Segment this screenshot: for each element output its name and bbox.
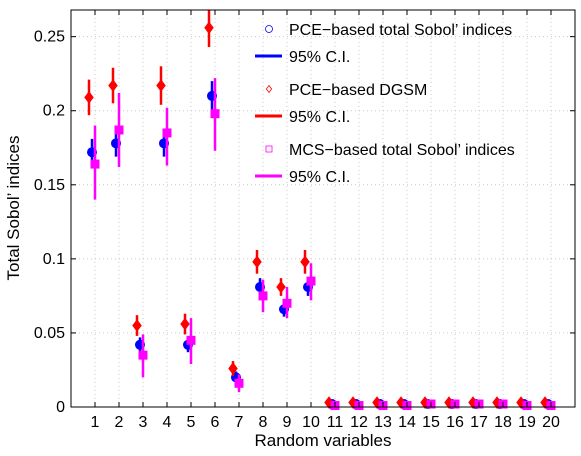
data-point bbox=[90, 159, 100, 169]
x-tick-label: 2 bbox=[115, 414, 124, 431]
legend-label: MCS−based total Sobol’ indices bbox=[289, 142, 515, 159]
x-tick-label: 14 bbox=[398, 414, 416, 431]
data-point bbox=[162, 128, 172, 138]
x-tick-label: 6 bbox=[211, 414, 220, 431]
data-point bbox=[186, 335, 196, 345]
x-tick-label: 4 bbox=[163, 414, 172, 431]
x-tick-label: 19 bbox=[518, 414, 536, 431]
legend: PCE−based total Sobol’ indices 95% C.I. PC… bbox=[255, 22, 515, 186]
axis-ticks: 1 2 3 4 5 6 7 8 9 10 11 12 13 14 15 16 17 18 19 2000.050.10… bbox=[34, 10, 575, 431]
x-tick-label: 9 bbox=[283, 414, 292, 431]
x-tick-label: 3 bbox=[139, 414, 148, 431]
x-tick-label: 5 bbox=[187, 414, 196, 431]
x-tick-label: 15 bbox=[422, 414, 440, 431]
y-tick-label: 0.05 bbox=[34, 325, 65, 342]
y-tick-label: 0.15 bbox=[34, 177, 65, 194]
x-tick-label: 12 bbox=[350, 414, 368, 431]
x-tick-label: 7 bbox=[235, 414, 244, 431]
data-point bbox=[252, 255, 262, 269]
data-point bbox=[210, 109, 220, 119]
plot-frame bbox=[70, 9, 576, 408]
x-tick-label: 1 bbox=[91, 414, 100, 431]
x-tick-label: 13 bbox=[374, 414, 392, 431]
data-point bbox=[84, 91, 94, 104]
legend-marker bbox=[265, 25, 273, 33]
y-tick-label: 0.1 bbox=[43, 251, 65, 268]
data-point bbox=[138, 350, 148, 360]
x-tick-label: 16 bbox=[446, 414, 464, 431]
y-tick-label: 0.25 bbox=[34, 29, 65, 46]
legend-marker bbox=[265, 84, 273, 94]
y-tick-label: 0.2 bbox=[43, 103, 65, 120]
data-point bbox=[276, 280, 286, 294]
grid-lines bbox=[71, 10, 575, 407]
legend-ci-label: 95% C.I. bbox=[289, 49, 350, 66]
data-point bbox=[180, 317, 190, 331]
series-layer bbox=[84, 10, 556, 411]
x-tick-label: 11 bbox=[327, 414, 344, 431]
legend-label: PCE−based total Sobol’ indices bbox=[289, 22, 512, 39]
y-tick-label: 0 bbox=[56, 399, 65, 416]
legend-marker bbox=[265, 145, 273, 153]
legend-ci-label: 95% C.I. bbox=[289, 169, 350, 186]
x-tick-label: 17 bbox=[470, 414, 488, 431]
data-point bbox=[114, 125, 124, 135]
plot-area bbox=[71, 10, 575, 407]
data-point bbox=[234, 378, 244, 388]
legend-ci-label: 95% C.I. bbox=[289, 109, 350, 126]
data-point bbox=[306, 276, 316, 286]
legend-label: PCE−based DGSM bbox=[289, 82, 427, 99]
data-point bbox=[108, 79, 118, 92]
data-point bbox=[132, 319, 142, 332]
data-point bbox=[228, 362, 238, 375]
data-point bbox=[282, 298, 292, 308]
data-point bbox=[204, 21, 214, 35]
series-group bbox=[84, 10, 550, 409]
data-point bbox=[300, 255, 310, 269]
x-axis-label: Random variables bbox=[254, 431, 391, 450]
x-tick-label: 8 bbox=[259, 414, 268, 431]
x-tick-label: 20 bbox=[542, 414, 560, 431]
data-point bbox=[258, 291, 268, 301]
y-axis-label: Total Sobol’ indices bbox=[4, 136, 23, 281]
data-point bbox=[156, 79, 166, 92]
x-tick-label: 10 bbox=[302, 414, 320, 431]
x-tick-label: 18 bbox=[494, 414, 512, 431]
